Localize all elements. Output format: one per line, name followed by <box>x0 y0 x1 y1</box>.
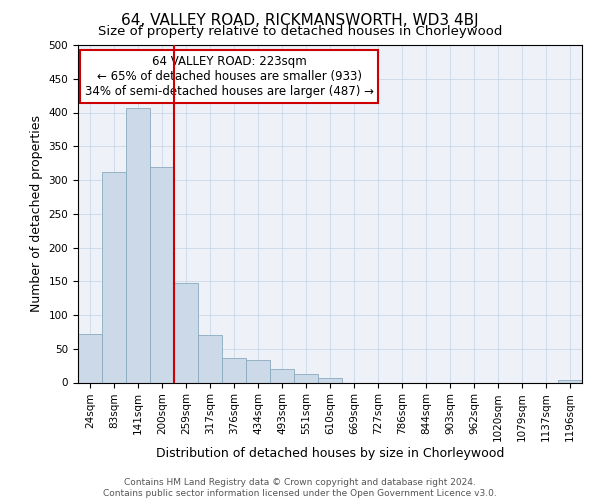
Bar <box>558 380 582 382</box>
Bar <box>174 284 198 382</box>
Bar <box>222 358 246 382</box>
Bar <box>246 360 270 382</box>
Text: 64, VALLEY ROAD, RICKMANSWORTH, WD3 4BJ: 64, VALLEY ROAD, RICKMANSWORTH, WD3 4BJ <box>121 12 479 28</box>
Bar <box>270 369 294 382</box>
Y-axis label: Number of detached properties: Number of detached properties <box>30 116 43 312</box>
Bar <box>126 108 150 382</box>
Bar <box>102 172 126 382</box>
Bar <box>198 335 222 382</box>
Text: Contains HM Land Registry data © Crown copyright and database right 2024.
Contai: Contains HM Land Registry data © Crown c… <box>103 478 497 498</box>
Bar <box>78 334 102 382</box>
Bar <box>294 374 318 382</box>
Bar <box>318 378 342 382</box>
Bar <box>150 166 174 382</box>
X-axis label: Distribution of detached houses by size in Chorleywood: Distribution of detached houses by size … <box>156 446 504 460</box>
Text: 64 VALLEY ROAD: 223sqm
← 65% of detached houses are smaller (933)
34% of semi-de: 64 VALLEY ROAD: 223sqm ← 65% of detached… <box>85 55 374 98</box>
Text: Size of property relative to detached houses in Chorleywood: Size of property relative to detached ho… <box>98 25 502 38</box>
